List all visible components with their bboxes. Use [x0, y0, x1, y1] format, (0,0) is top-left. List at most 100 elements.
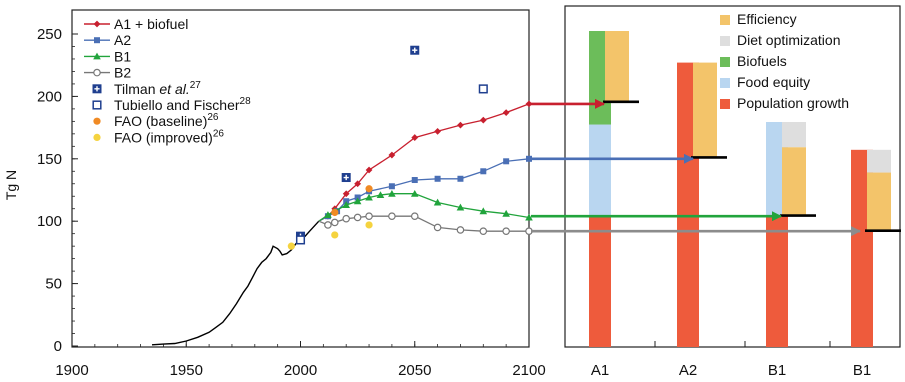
series-point-b1: [502, 209, 510, 217]
legend-label-a1-biofuel: A1 + biofuel: [114, 16, 188, 32]
legend-label-fao-improved: FAO (improved)26: [114, 128, 224, 145]
legend-label-efficiency: Efficiency: [737, 11, 797, 27]
legend-swatch-food-equity: [720, 78, 730, 88]
legend-label-fao-baseline: FAO (baseline)26: [114, 112, 219, 129]
bar-segment-population-growth: [766, 215, 788, 347]
bar-segment-population-growth: [589, 215, 611, 347]
bar-chart-legend: Efficiency Diet optimization Biofuels Food …: [720, 11, 849, 111]
category-label-b1: B1: [853, 362, 871, 379]
legend-marker-tilman-et-al: [92, 84, 102, 94]
series-a2: [318, 155, 532, 222]
legend-label-a2: A2: [114, 32, 131, 48]
y-axis-title: Tg N: [3, 170, 19, 200]
legend-swatch-population-growth: [720, 99, 730, 109]
series-point-b1: [365, 193, 373, 201]
ref-point-tilman-et-al: [410, 45, 420, 55]
series-point-a2: [503, 158, 510, 165]
legend-marker-tubiello-and-fischer: [92, 100, 102, 110]
bar-a2: [677, 62, 727, 347]
legend-swatch-diet-optimization: [720, 36, 730, 46]
y-tick-label: 200: [37, 88, 62, 105]
x-tick-label: 1950: [170, 362, 203, 379]
marker-plus: [412, 47, 418, 53]
legend-label-b1: B1: [114, 48, 131, 64]
legend-marker-b1: [93, 52, 101, 60]
series-point-b2: [388, 212, 396, 221]
series-b1: [318, 189, 533, 222]
bar-segment-efficiency: [867, 172, 891, 231]
x-tick-label: 2100: [512, 362, 545, 379]
series-point-a2: [388, 183, 395, 190]
series-point-b1: [342, 201, 350, 208]
legend-text-part: Tubiello and Fischer: [114, 97, 240, 113]
legend-label-tubiello-and-fischer: Tubiello and Fischer28: [114, 96, 251, 113]
bar-segment-efficiency: [605, 31, 629, 102]
legend-label-population-growth: Population growth: [737, 95, 849, 111]
series-point-b2: [479, 227, 488, 235]
bar-b1: [851, 149, 901, 347]
series-point-a2: [434, 175, 441, 182]
series-point-a2: [411, 177, 418, 184]
series-point-a2: [480, 168, 487, 175]
series-point-a2: [457, 175, 464, 182]
bar-b1: [766, 122, 816, 347]
bar-stacks-group: [589, 31, 901, 347]
scenario-arrows: [531, 98, 861, 237]
series-point-a1-biofuel: [354, 180, 362, 188]
y-tick-label: 0: [54, 338, 62, 355]
bar-chart-axes: A1 A2 B1 B1: [591, 341, 871, 379]
ref-point-fao-baseline: [331, 208, 339, 217]
legend-superscript: 28: [240, 96, 252, 107]
legend-text-part: Tilman: [114, 81, 159, 97]
series-point-b2: [410, 212, 419, 221]
legend-marker-b2: [93, 68, 101, 77]
series-point-a1-biofuel: [388, 151, 396, 159]
marker-plus: [94, 86, 100, 92]
legend-marker-fao-improved: [93, 133, 101, 141]
legend-marker-a2: [94, 37, 100, 44]
historical-line: [151, 220, 320, 346]
series-point-b2: [330, 218, 339, 227]
legend-label-biofuels: Biofuels: [737, 53, 787, 69]
series-point-b1: [479, 207, 488, 215]
ref-point-tubiello-and-fischer: [295, 235, 306, 245]
legend-swatch-efficiency: [720, 15, 730, 25]
series-point-b1: [456, 203, 465, 211]
series-point-a1-biofuel: [365, 166, 373, 174]
ref-point-fao-improved: [287, 242, 295, 250]
series-point-b2: [353, 213, 362, 222]
line-series-group: [151, 100, 533, 346]
series-b2: [318, 212, 533, 235]
legend-superscript: 26: [213, 128, 225, 139]
series-point-a1-biofuel: [525, 100, 533, 108]
series-point-a1-biofuel: [411, 134, 419, 141]
legend-marker-fao-baseline: [93, 117, 101, 125]
legend-label-food-equity: Food equity: [737, 74, 810, 90]
series-line-b2: [318, 215, 529, 232]
y-tick-label: 250: [37, 26, 62, 43]
reference-points-group: [287, 45, 488, 250]
x-tick-label: 2050: [398, 362, 431, 379]
series-point-b2: [433, 223, 442, 232]
series-point-b1: [353, 197, 362, 205]
series-point-a1-biofuel: [502, 109, 510, 117]
series-point-b1: [388, 189, 396, 197]
y-tick-label: 50: [45, 276, 62, 293]
series-point-a2: [526, 155, 532, 162]
series-point-b2: [456, 226, 465, 234]
bar-segment-efficiency: [693, 62, 717, 158]
series-point-b2: [365, 212, 373, 221]
ref-point-fao-improved: [365, 221, 373, 229]
legend-text-italic: et al.: [159, 81, 189, 97]
marker-plus: [343, 174, 349, 181]
bar-segment-food-equity: [589, 124, 611, 216]
y-tick-label: 100: [37, 213, 62, 230]
line-chart-axes: 1900 1950 2000 2050 2100 0 50 100 150 200 250: [37, 26, 546, 379]
series-point-b1: [525, 213, 533, 221]
ref-point-tilman-et-al: [341, 173, 351, 183]
ref-point-tubiello-and-fischer: [478, 84, 488, 94]
bar-segment-diet-optimization: [867, 149, 891, 173]
series-point-b1: [410, 189, 419, 197]
